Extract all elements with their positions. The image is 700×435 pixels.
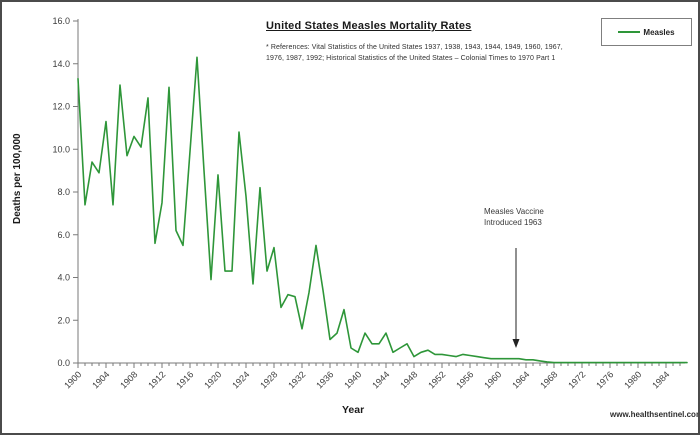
legend-label: Measles <box>643 27 675 37</box>
x-tick-label: 1984 <box>650 369 671 390</box>
x-tick-label: 1968 <box>538 369 559 390</box>
y-tick-label: 16.0 <box>52 16 70 26</box>
x-tick-label: 1944 <box>370 369 391 390</box>
x-tick-label: 1952 <box>426 369 447 390</box>
y-tick-label: 10.0 <box>52 144 70 154</box>
x-tick-label: 1928 <box>258 369 279 390</box>
references-note: * References: Vital Statistics of the Un… <box>266 44 563 62</box>
x-tick-label: 1980 <box>622 369 643 390</box>
x-tick-label: 1932 <box>286 369 307 390</box>
x-tick-label: 1912 <box>146 369 167 390</box>
legend: Measles <box>601 18 692 46</box>
chart-title: United States Measles Mortality Rates <box>266 20 472 32</box>
measles-series-line <box>77 56 688 364</box>
x-tick-label: 1960 <box>482 369 503 390</box>
x-tick-label: 1924 <box>230 369 251 390</box>
x-tick-label: 1936 <box>314 369 335 390</box>
x-tick-label: 1920 <box>202 369 223 390</box>
y-axis-title: Deaths per 100,000 <box>12 133 23 224</box>
x-tick-label: 1908 <box>118 369 139 390</box>
x-tick-label: 1948 <box>398 369 419 390</box>
x-tick-label: 1956 <box>454 369 475 390</box>
vaccine-annotation: Measles Vaccine Introduced 1963 <box>484 207 544 227</box>
x-tick-label: 1916 <box>174 369 195 390</box>
annotation-arrowhead <box>512 339 520 348</box>
y-tick-label: 2.0 <box>57 315 70 325</box>
y-tick-label: 0.0 <box>57 358 70 368</box>
y-tick-label: 12.0 <box>52 102 70 112</box>
y-tick-label: 8.0 <box>57 187 70 197</box>
legend-line-swatch <box>618 31 641 33</box>
x-axis-title: Year <box>342 404 365 416</box>
x-tick-label: 1900 <box>62 369 83 390</box>
x-tick-label: 1904 <box>90 369 111 390</box>
y-tick-label: 6.0 <box>57 230 70 240</box>
y-tick-label: 4.0 <box>57 273 70 283</box>
watermark-url: www.healthsentinel.com <box>610 410 700 419</box>
y-tick-label: 14.0 <box>52 59 70 69</box>
x-tick-label: 1940 <box>342 369 363 390</box>
x-tick-label: 1972 <box>566 369 587 390</box>
x-tick-label: 1976 <box>594 369 615 390</box>
x-tick-label: 1964 <box>510 369 531 390</box>
